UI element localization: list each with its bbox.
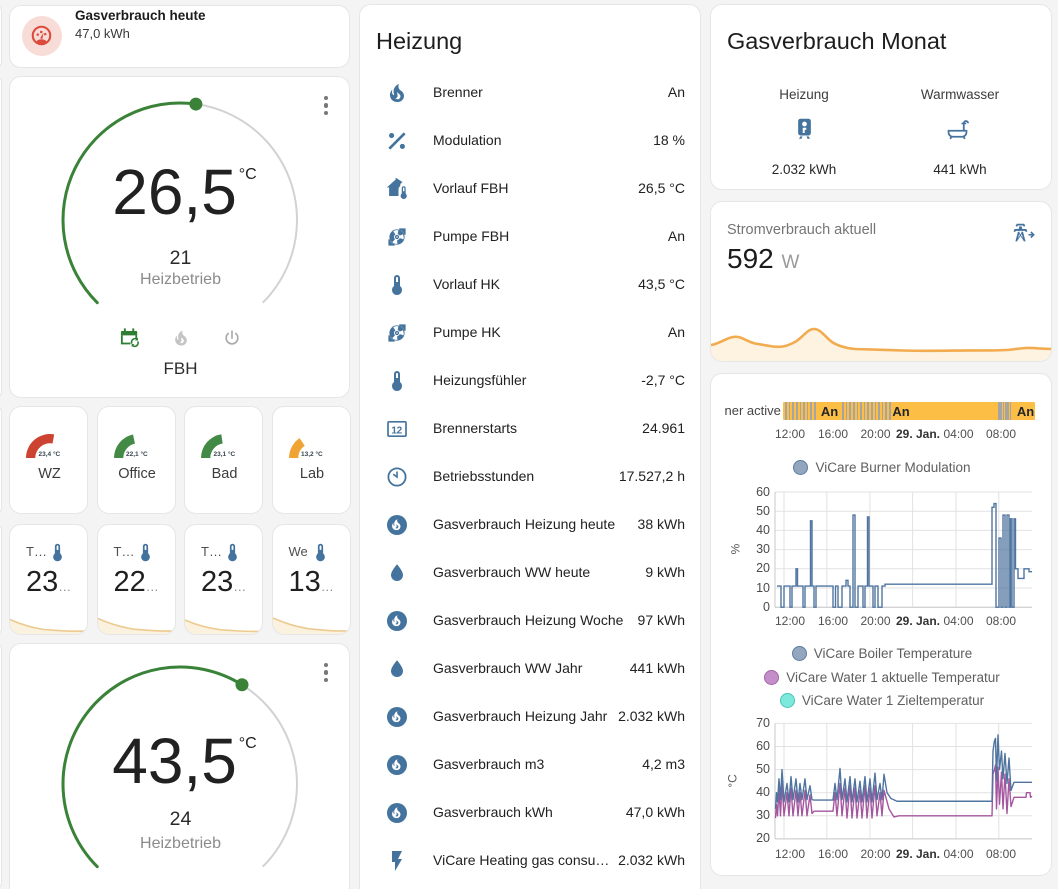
svg-text:2: 2 xyxy=(397,425,403,436)
svg-text:1: 1 xyxy=(391,425,397,436)
